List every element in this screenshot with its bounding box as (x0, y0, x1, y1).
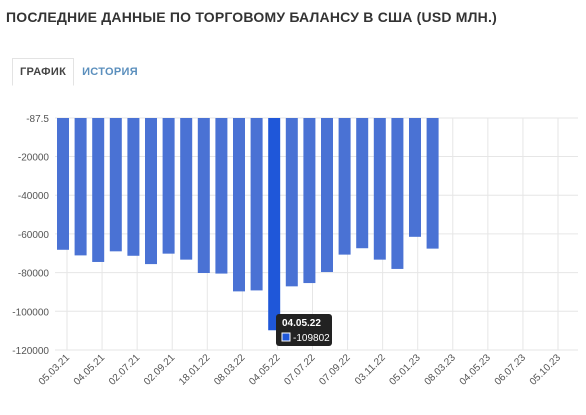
y-tick-label: -40000 (18, 191, 50, 202)
y-tick-label: -60000 (18, 230, 50, 241)
chart-bar[interactable] (303, 118, 316, 284)
chart-bar[interactable] (338, 118, 351, 255)
tab-history[interactable]: ИСТОРИЯ (82, 66, 138, 78)
chart-bar[interactable] (426, 118, 439, 249)
chart-bar[interactable] (145, 118, 157, 265)
chart-bar[interactable] (373, 118, 386, 260)
chart-bar[interactable] (162, 118, 175, 254)
x-tick-label: 05.03.21 (37, 352, 73, 388)
chart-bar[interactable] (250, 118, 263, 291)
x-tick-label: 18.01.22 (177, 352, 213, 388)
chart-bar[interactable] (74, 118, 87, 256)
chart-bar[interactable] (268, 118, 281, 331)
x-tick-label: 05.01.23 (388, 352, 424, 388)
chart-bar[interactable] (197, 118, 210, 273)
tab-chart[interactable]: ГРАФИК (12, 58, 75, 86)
x-tick-label: 06.07.23 (493, 352, 529, 388)
chart-bar[interactable] (180, 118, 193, 260)
chart-bar[interactable] (409, 118, 421, 237)
tooltip-value: -109802 (293, 333, 330, 344)
y-axis-labels: -87.5 -20000 -40000 -60000 -80000 -100000 -120… (12, 114, 49, 357)
tooltip-series-swatch (281, 332, 291, 342)
x-tick-label: 03.11.22 (353, 352, 388, 387)
y-tick-label: -87.5 (26, 114, 49, 125)
chart-bar[interactable] (215, 118, 228, 274)
chart-bar[interactable] (127, 118, 140, 256)
page-title: ПОСЛЕДНИЕ ДАННЫЕ ПО ТОРГОВОМУ БАЛАНСУ В … (6, 9, 497, 25)
trade-balance-chart: -87.5 -20000 -40000 -60000 -80000 -100000 -120… (12, 114, 578, 388)
x-tick-label: 04.05.21 (72, 352, 108, 388)
chart-bar[interactable] (57, 118, 69, 250)
view-tabs: ГРАФИК ИСТОРИЯ (12, 58, 146, 86)
x-axis-labels: 05.03.21 04.05.21 02.07.21 02.09.21 18.01.22… (37, 352, 564, 388)
y-tick-label: -80000 (18, 269, 50, 280)
chart-bar[interactable] (92, 118, 105, 262)
tooltip-date: 04.05.22 (282, 318, 321, 329)
x-tick-label: 08.03.23 (423, 352, 459, 388)
chart-bars (57, 118, 439, 331)
x-tick-label: 02.09.21 (142, 352, 178, 388)
y-tick-label: -100000 (12, 307, 49, 318)
chart-bar[interactable] (285, 118, 298, 287)
chart-bar[interactable] (356, 118, 369, 249)
chart-bar[interactable] (233, 118, 245, 292)
chart-tooltip: 04.05.22 -109802 (276, 314, 332, 346)
chart-bar[interactable] (109, 118, 122, 252)
x-tick-label: 04.05.23 (458, 352, 494, 388)
chart-bar[interactable] (321, 118, 333, 273)
y-tick-label: -120000 (12, 346, 49, 357)
x-tick-label: 05.10.23 (528, 352, 564, 388)
y-tick-label: -20000 (18, 153, 50, 164)
x-tick-label: 07.07.22 (282, 352, 318, 388)
chart-bar[interactable] (391, 118, 404, 269)
x-tick-label: 04.05.22 (247, 352, 283, 388)
x-tick-label: 08.03.22 (212, 352, 248, 388)
x-tick-label: 02.07.21 (107, 352, 143, 388)
x-tick-label: 07.09.22 (317, 352, 353, 388)
